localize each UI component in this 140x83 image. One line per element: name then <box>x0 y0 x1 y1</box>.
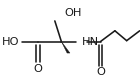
Text: O: O <box>33 64 42 74</box>
Polygon shape <box>61 42 70 53</box>
Text: O: O <box>96 67 105 77</box>
Text: OH: OH <box>64 8 81 18</box>
Text: HO: HO <box>2 37 20 46</box>
Text: HN: HN <box>82 37 99 46</box>
